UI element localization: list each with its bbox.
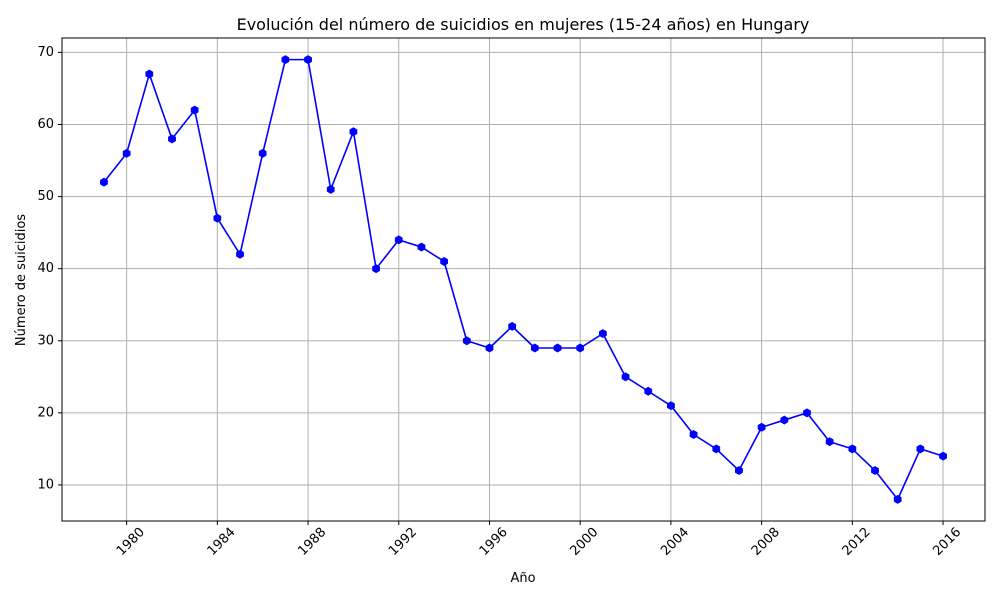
data-point-1988: [304, 55, 312, 65]
data-point-2002: [621, 372, 630, 382]
plot-frame: [61, 37, 986, 522]
data-point-2003: [644, 386, 653, 396]
data-point-1984: [213, 213, 222, 223]
chart-title: Evolución del número de suicidios en muj…: [237, 15, 810, 34]
data-point-1997: [508, 321, 517, 331]
y-tick-label-0: 10: [37, 477, 54, 492]
x-axis-label: Año: [510, 571, 535, 586]
data-point-1990: [349, 127, 358, 137]
y-tick-label-5: 60: [37, 117, 54, 132]
data-point-1992: [394, 235, 403, 245]
data-point-1995: [462, 336, 471, 346]
data-point-1991: [372, 264, 380, 274]
data-point-2014: [893, 494, 902, 504]
data-point-1983: [190, 105, 199, 115]
data-point-1987: [281, 55, 290, 65]
data-point-2015: [916, 444, 925, 454]
data-point-2016: [939, 451, 947, 461]
data-point-1994: [440, 256, 449, 266]
series-layer: [100, 55, 947, 504]
data-point-1993: [417, 242, 426, 252]
y-tick-label-1: 20: [37, 405, 54, 420]
data-point-2000: [576, 343, 585, 353]
y-tick-label-2: 30: [37, 333, 54, 348]
y-tick-label-4: 50: [37, 189, 54, 204]
data-point-2010: [803, 408, 811, 418]
data-point-1998: [530, 343, 539, 353]
data-point-1982: [168, 134, 176, 144]
data-point-1985: [236, 249, 244, 259]
data-point-2004: [667, 401, 675, 411]
data-point-1996: [485, 343, 494, 353]
data-point-1989: [326, 184, 335, 194]
data-point-2009: [780, 415, 789, 425]
y-axis-label: Número de suicidios: [14, 214, 29, 346]
data-point-2011: [825, 437, 834, 447]
data-point-1999: [553, 343, 562, 353]
grid-layer: [62, 38, 985, 521]
data-point-1986: [258, 148, 267, 158]
data-point-1979: [100, 177, 108, 187]
data-point-2013: [871, 466, 879, 476]
data-point-2006: [712, 444, 721, 454]
data-point-2005: [689, 430, 698, 439]
data-point-1980: [122, 148, 131, 158]
y-tick-label-3: 40: [37, 261, 54, 276]
data-point-2008: [757, 422, 766, 432]
y-tick-label-6: 70: [37, 45, 54, 60]
data-point-2001: [598, 329, 607, 339]
data-point-2012: [848, 444, 857, 454]
data-point-2007: [735, 466, 743, 476]
data-point-1981: [145, 69, 154, 79]
